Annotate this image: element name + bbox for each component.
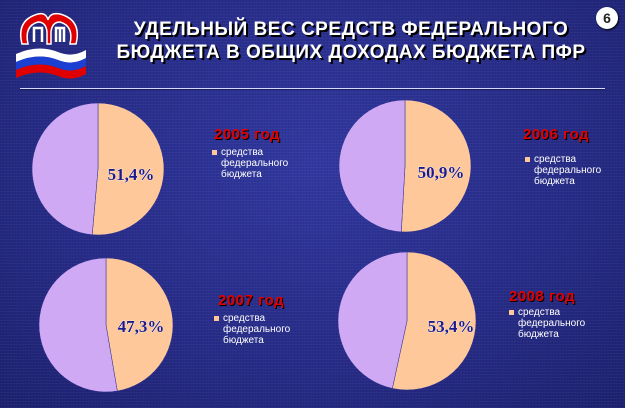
pfr-logo xyxy=(16,12,86,79)
legend-2006: средства федерального бюджета xyxy=(525,154,615,187)
chart-title-2005: 2005 год xyxy=(214,126,281,143)
legend-2005: средства федерального бюджета xyxy=(212,147,302,180)
title-line-2: БЮДЖЕТА В ОБЩИХ ДОХОДАХ БЮДЖЕТА ПФР xyxy=(116,42,586,63)
legend-swatch xyxy=(509,310,514,315)
slice-value-label: 47,3% xyxy=(118,317,165,336)
legend-swatch xyxy=(214,316,219,321)
legend-label: средства федерального бюджета xyxy=(223,313,291,346)
pie-slice-federal xyxy=(105,257,174,392)
chart-title-2006: 2006 год xyxy=(523,126,590,143)
title-divider xyxy=(20,88,605,89)
pie-slice-other xyxy=(38,257,118,393)
chart-title-2007: 2007 год xyxy=(218,292,285,309)
pie-slice-federal xyxy=(392,251,477,391)
slice-value-label: 53,4% xyxy=(428,317,475,336)
pie-slice-other xyxy=(31,102,99,236)
pie-slice-other xyxy=(338,99,406,233)
page-number-badge: 6 xyxy=(596,7,618,29)
slide-title: УДЕЛЬНЫЙ ВЕС СРЕДСТВ ФЕДЕРАЛЬНОГО БЮДЖЕТ… xyxy=(96,18,606,64)
slice-value-label: 50,9% xyxy=(418,163,465,182)
chart-title-2008: 2008 год xyxy=(509,288,576,305)
pie-slice-federal xyxy=(401,99,472,233)
legend-label: средства федерального бюджета xyxy=(534,154,602,187)
legend-swatch xyxy=(525,157,530,162)
legend-label: средства федерального бюджета xyxy=(518,307,586,340)
legend-2007: средства федерального бюджета xyxy=(214,313,304,346)
legend-2008: средства федерального бюджета xyxy=(509,307,599,340)
title-line-1: УДЕЛЬНЫЙ ВЕС СРЕДСТВ ФЕДЕРАЛЬНОГО xyxy=(133,19,569,40)
pie-slice-other xyxy=(337,251,408,389)
legend-label: средства федерального бюджета xyxy=(221,147,289,180)
legend-swatch xyxy=(212,150,217,155)
slice-value-label: 51,4% xyxy=(108,165,155,184)
pie-slice-federal xyxy=(91,102,165,236)
